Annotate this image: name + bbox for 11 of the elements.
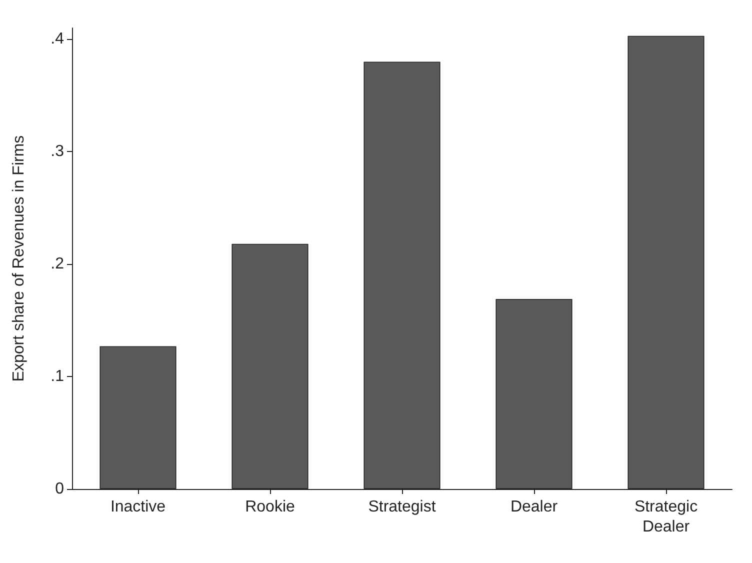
x-tick-label: Strategist bbox=[368, 498, 436, 516]
y-tick-label: .1 bbox=[50, 368, 64, 386]
x-tick-label: Strategic Dealer bbox=[634, 498, 698, 536]
y-tick-label: .3 bbox=[50, 143, 64, 160]
y-tick-label: .2 bbox=[50, 256, 64, 273]
x-tick-label: Rookie bbox=[245, 498, 295, 516]
y-tick-label: 0 bbox=[55, 480, 64, 498]
x-tick-label: Dealer bbox=[510, 498, 558, 516]
y-tick-label: .4 bbox=[50, 30, 64, 48]
x-tick-label: Inactive bbox=[110, 498, 166, 516]
y-axis-title: Export share of Revenues in Firms bbox=[10, 135, 28, 382]
